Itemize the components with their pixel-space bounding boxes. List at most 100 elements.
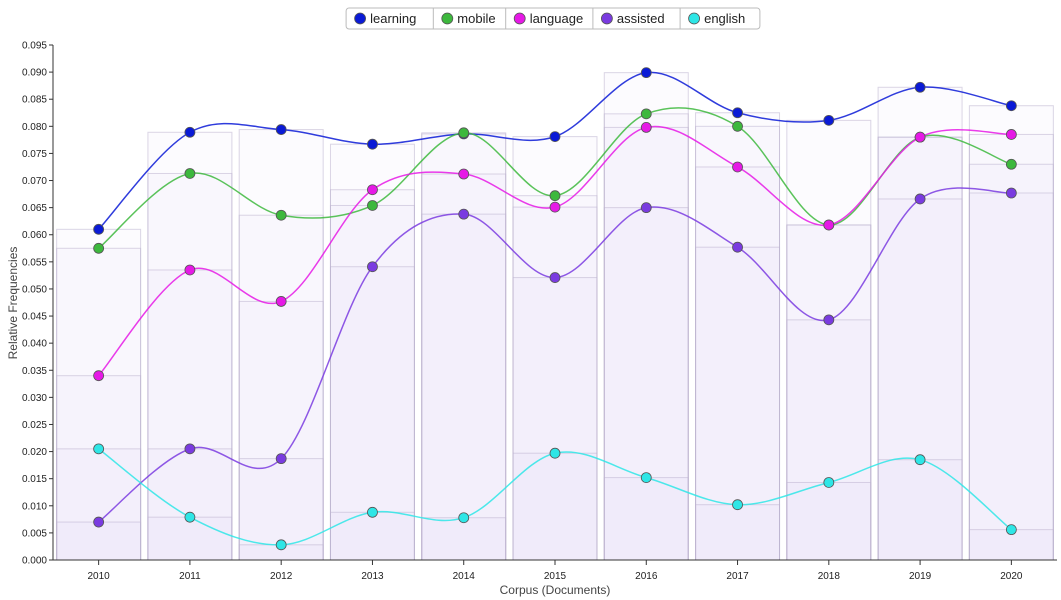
point-english-2012[interactable] xyxy=(275,539,287,551)
bar-mobile-2011 xyxy=(147,172,233,561)
y-tick-label: 0.060 xyxy=(22,230,47,241)
bar-english-2019 xyxy=(877,459,963,561)
point-english-2017[interactable] xyxy=(732,499,743,511)
point-learning-2016[interactable] xyxy=(640,67,652,79)
point-learning-2011[interactable] xyxy=(184,126,196,138)
bar-english-2015 xyxy=(512,452,598,561)
bar-language-2014 xyxy=(421,173,507,561)
point-assisted-2019[interactable] xyxy=(914,193,926,205)
point-learning-2010[interactable] xyxy=(93,223,105,235)
point-learning-2012[interactable] xyxy=(275,124,287,135)
bar-english-2013 xyxy=(329,511,415,561)
legend-label: mobile xyxy=(457,11,495,26)
point-language-2017[interactable] xyxy=(732,161,743,173)
point-english-2016[interactable] xyxy=(640,472,652,484)
point-language-2018[interactable] xyxy=(823,219,835,231)
point-assisted-2011[interactable] xyxy=(184,443,196,455)
y-tick-label: 0.085 xyxy=(22,95,47,106)
y-tick-label: 0.035 xyxy=(22,366,47,377)
point-english-2015[interactable] xyxy=(549,447,561,459)
y-axis-title: Relative Frequencies xyxy=(6,247,20,360)
point-english-2013[interactable] xyxy=(367,506,378,518)
legend: learning mobile language assisted english xyxy=(345,7,761,30)
point-mobile-2016[interactable] xyxy=(640,108,652,120)
bar-english-2014 xyxy=(421,517,507,561)
bar-english-2010 xyxy=(56,448,142,561)
point-learning-2020[interactable] xyxy=(1005,100,1017,112)
point-language-2010[interactable] xyxy=(93,370,105,382)
point-mobile-2017[interactable] xyxy=(732,120,743,132)
x-axis-title: Corpus (Documents) xyxy=(500,583,611,597)
y-tick-label: 0.000 xyxy=(22,556,47,567)
point-assisted-2010[interactable] xyxy=(93,516,105,528)
point-assisted-2012[interactable] xyxy=(275,453,287,465)
point-learning-2013[interactable] xyxy=(367,138,378,150)
x-tick-label: 2011 xyxy=(179,571,201,582)
x-tick-label: 2013 xyxy=(361,571,384,582)
point-english-2010[interactable] xyxy=(93,443,105,455)
x-tick-label: 2014 xyxy=(453,571,476,582)
point-assisted-2013[interactable] xyxy=(367,261,378,273)
point-language-2020[interactable] xyxy=(1005,129,1017,140)
point-assisted-2015[interactable] xyxy=(549,272,561,283)
bar-english-2016 xyxy=(603,477,689,561)
x-tick-label: 2018 xyxy=(818,571,841,582)
bar-mobile-2015 xyxy=(512,195,598,561)
point-learning-2017[interactable] xyxy=(732,107,743,119)
legend-label: language xyxy=(530,11,584,26)
point-learning-2019[interactable] xyxy=(914,81,926,93)
y-tick-label: 0.010 xyxy=(22,501,47,512)
point-assisted-2018[interactable] xyxy=(823,314,835,326)
legend-label: assisted xyxy=(617,11,665,26)
point-assisted-2020[interactable] xyxy=(1005,187,1017,199)
point-language-2011[interactable] xyxy=(184,264,196,276)
bar-mobile-2010 xyxy=(56,247,142,561)
bar-mobile-2016 xyxy=(603,113,689,561)
point-mobile-2011[interactable] xyxy=(184,168,196,179)
point-mobile-2013[interactable] xyxy=(367,200,378,211)
point-assisted-2017[interactable] xyxy=(732,241,743,253)
bar-mobile-2017 xyxy=(695,125,781,561)
x-tick-label: 2010 xyxy=(88,571,111,582)
point-mobile-2014[interactable] xyxy=(458,127,470,139)
bar-learning-2019 xyxy=(877,86,963,561)
point-mobile-2010[interactable] xyxy=(93,242,105,254)
point-english-2019[interactable] xyxy=(914,454,926,466)
legend-item-learning[interactable]: learning xyxy=(354,11,417,26)
y-tick-label: 0.065 xyxy=(22,203,47,214)
bar-language-2010 xyxy=(56,375,142,561)
point-assisted-2014[interactable] xyxy=(458,208,470,220)
legend-item-language[interactable]: language xyxy=(505,8,584,29)
point-mobile-2020[interactable] xyxy=(1005,158,1017,170)
point-learning-2015[interactable] xyxy=(549,131,561,143)
bar-learning-2014 xyxy=(421,133,507,561)
point-learning-2018[interactable] xyxy=(823,114,835,126)
point-english-2018[interactable] xyxy=(823,477,835,488)
point-language-2019[interactable] xyxy=(914,131,926,143)
bar-language-2012 xyxy=(238,300,324,561)
point-language-2012[interactable] xyxy=(275,296,287,307)
y-tick-label: 0.090 xyxy=(22,68,47,79)
point-english-2011[interactable] xyxy=(184,511,196,523)
point-assisted-2016[interactable] xyxy=(640,202,652,214)
legend-item-assisted[interactable]: assisted xyxy=(592,8,665,29)
point-language-2014[interactable] xyxy=(458,168,470,180)
bar-language-2011 xyxy=(147,269,233,561)
point-language-2015[interactable] xyxy=(549,201,561,213)
x-tick-label: 2015 xyxy=(544,571,567,582)
point-mobile-2015[interactable] xyxy=(549,190,561,202)
legend-item-english[interactable]: english xyxy=(679,8,745,29)
point-english-2014[interactable] xyxy=(458,512,470,524)
background-bars xyxy=(56,72,1054,561)
y-tick-label: 0.005 xyxy=(22,528,47,539)
bar-assisted-2011 xyxy=(147,448,233,561)
point-mobile-2012[interactable] xyxy=(275,209,287,221)
legend-item-mobile[interactable]: mobile xyxy=(432,8,496,29)
y-tick-label: 0.030 xyxy=(22,393,47,404)
point-language-2016[interactable] xyxy=(640,122,652,133)
point-language-2013[interactable] xyxy=(367,184,378,196)
y-tick-label: 0.055 xyxy=(22,257,47,268)
point-english-2020[interactable] xyxy=(1005,524,1017,536)
legend-marker xyxy=(354,12,367,25)
